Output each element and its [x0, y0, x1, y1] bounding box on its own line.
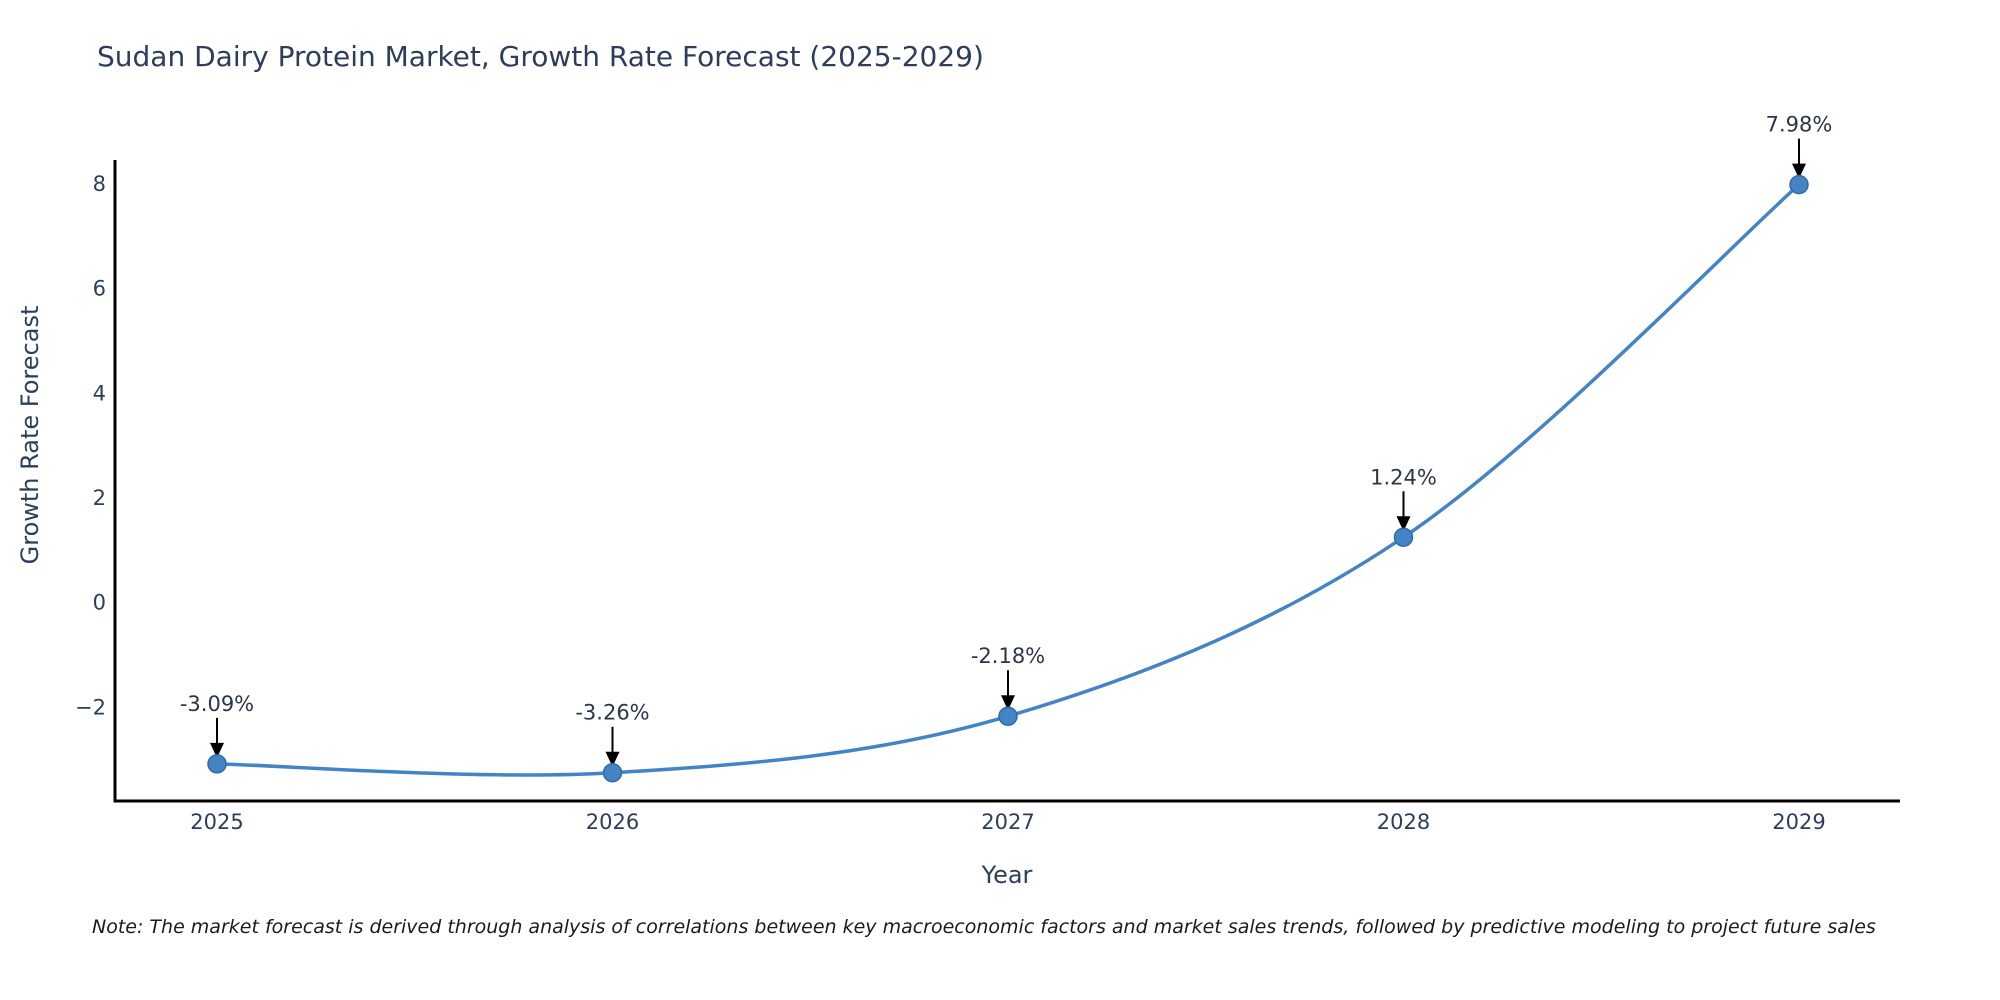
data-point — [998, 706, 1018, 726]
data-point — [1789, 174, 1809, 195]
footnote: Note: The market forecast is derived thr… — [92, 916, 1876, 938]
annotation-arrowhead — [605, 751, 620, 767]
data-point-label: 7.98% — [1766, 113, 1833, 137]
x-tick-label: 2025 — [190, 810, 243, 834]
forecast-line — [215, 182, 1801, 777]
annotation-arrowhead — [1792, 163, 1806, 179]
data-point-label: 1.24% — [1370, 465, 1437, 489]
chart-title: Sudan Dairy Protein Market, Growth Rate … — [97, 40, 984, 73]
y-tick-label: 4 — [93, 381, 106, 405]
x-tick-label: 2026 — [586, 810, 639, 834]
data-point — [1393, 527, 1414, 548]
y-axis-label: Growth Rate Forecast — [16, 305, 44, 565]
x-tick-label: 2027 — [981, 810, 1034, 834]
data-point-label: -3.26% — [575, 701, 649, 725]
y-tick-label: 6 — [93, 277, 106, 301]
data-point-label: -2.18% — [971, 644, 1045, 668]
y-tick-label: 8 — [93, 172, 106, 196]
x-tick-label: 2028 — [1377, 810, 1430, 834]
y-tick-label: 2 — [93, 486, 106, 510]
annotation-arrowhead — [210, 742, 224, 758]
annotation-arrowhead — [1396, 516, 1411, 532]
data-point — [207, 754, 227, 774]
data-point-label: -3.09% — [180, 692, 254, 716]
data-point — [602, 762, 623, 783]
annotation-arrowhead — [1001, 695, 1015, 711]
x-tick-label: 2029 — [1772, 810, 1825, 834]
y-tick-label: −2 — [75, 695, 106, 719]
y-tick-label: 0 — [93, 591, 106, 615]
x-axis-label: Year — [981, 861, 1033, 889]
